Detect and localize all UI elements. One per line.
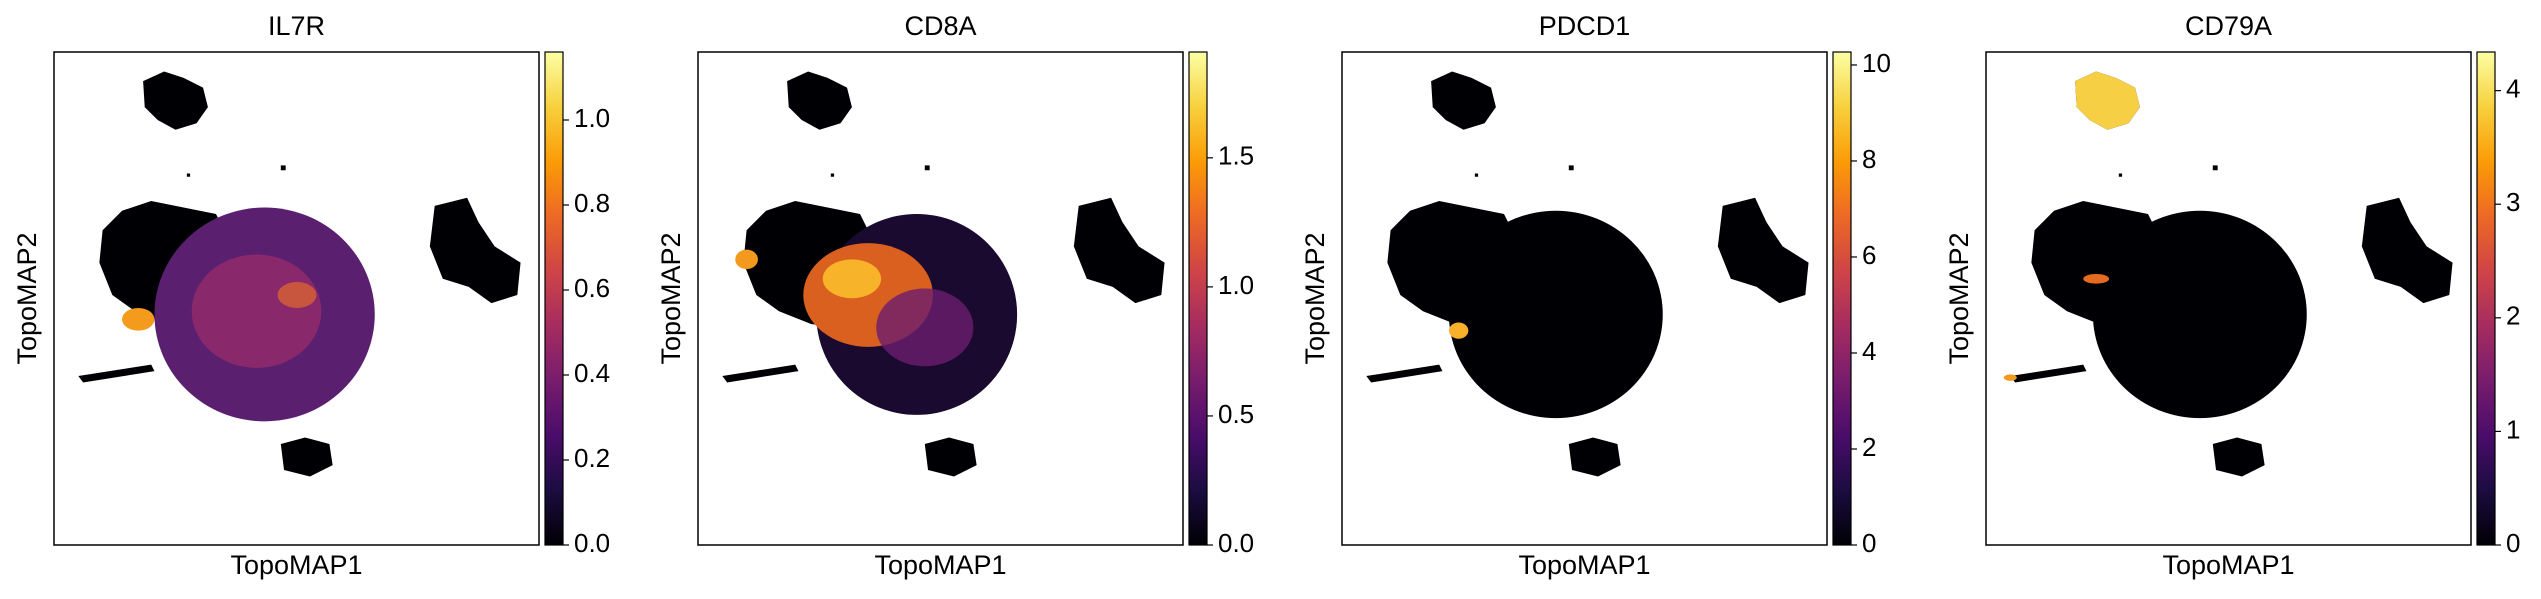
cell-cluster [1568, 437, 1621, 477]
colorbar-tick-label: 8 [1862, 144, 1876, 174]
colorbar-tick-label: 0.0 [574, 528, 610, 558]
expression-region [822, 259, 882, 299]
cell-cluster [1073, 197, 1165, 304]
colorbar [544, 51, 564, 546]
y-axis-label: TopoMAP2 [1300, 232, 1330, 364]
colorbar-tick-label: 6 [1862, 240, 1876, 270]
panel-title: PDCD1 [1539, 11, 1631, 41]
colorbar-tick-label: 0 [1862, 528, 1876, 558]
panel-title: CD8A [904, 11, 976, 41]
cell-cluster [1568, 165, 1574, 171]
cell-cluster [924, 437, 977, 477]
expression-region [277, 282, 317, 308]
cell-cluster [280, 437, 333, 477]
colorbar-tick-label: 1.5 [1218, 141, 1254, 171]
x-axis-label: TopoMAP1 [1518, 550, 1650, 580]
colorbar-tick-label: 1.0 [574, 103, 610, 133]
embedding [1366, 71, 1809, 477]
colorbar-tick-label: 0.2 [574, 443, 610, 473]
embedding [2003, 71, 2453, 477]
colorbar [2476, 51, 2496, 546]
x-axis-label: TopoMAP1 [874, 550, 1006, 580]
colorbar-tick-label: 0.6 [574, 273, 610, 303]
colorbar-tick-label: 0.4 [574, 358, 610, 388]
x-axis-label: TopoMAP1 [2162, 550, 2294, 580]
cell-cluster [830, 173, 835, 177]
expression-region [876, 288, 974, 367]
expression-region [1448, 210, 1663, 419]
cell-cluster [1431, 71, 1496, 130]
colorbar-tick-label: 10 [1862, 48, 1891, 78]
cell-cluster [2361, 197, 2453, 304]
y-axis-label: TopoMAP2 [12, 232, 42, 364]
plot-frame [697, 51, 1184, 546]
cell-cluster [722, 364, 799, 383]
colorbar-tick-label: 1.0 [1218, 270, 1254, 300]
cell-cluster [1366, 364, 1443, 383]
colorbar [1188, 51, 1208, 546]
panel: PDCD1 TopoMAP1 TopoMAP2 0 2 4 6 8 10 [1300, 11, 1891, 580]
colorbar-tick-label: 3 [2506, 187, 2520, 217]
panel: IL7R TopoMAP1 TopoMAP2 0.0 0.2 0.4 0.6 0.8 1.0 [12, 11, 610, 580]
expression-region [2075, 71, 2140, 130]
expression-region [2083, 273, 2110, 284]
cell-cluster [2118, 173, 2123, 177]
colorbar-tick-label: 4 [1862, 336, 1876, 366]
cell-cluster [143, 71, 208, 130]
cell-cluster [2010, 364, 2087, 383]
panel-title: IL7R [268, 11, 325, 41]
cell-cluster [280, 165, 286, 171]
expression-region [1448, 322, 1469, 339]
cell-cluster [1717, 197, 1809, 304]
cell-cluster [429, 197, 521, 304]
colorbar [1832, 51, 1852, 546]
panel: CD79A TopoMAP1 TopoMAP2 0 1 2 3 4 [1944, 11, 2520, 580]
expression-region [122, 307, 155, 331]
cell-cluster [186, 173, 191, 177]
cell-cluster [2212, 437, 2265, 477]
x-axis-label: TopoMAP1 [230, 550, 362, 580]
plot-frame [1341, 51, 1828, 546]
colorbar-tick-label: 2 [1862, 432, 1876, 462]
colorbar-tick-label: 0 [2506, 528, 2520, 558]
expression-region [735, 249, 758, 270]
embedding [78, 71, 521, 477]
expression-region [2092, 210, 2307, 419]
panel: CD8A TopoMAP1 TopoMAP2 0.0 0.5 1.0 1.5 [656, 11, 1254, 580]
plot-frame [1985, 51, 2472, 546]
embedding [722, 71, 1165, 477]
cell-cluster [924, 165, 930, 171]
colorbar-tick-label: 4 [2506, 73, 2520, 103]
panel-title: CD79A [2185, 11, 2272, 41]
cell-cluster [2212, 165, 2218, 171]
colorbar-tick-label: 0.8 [574, 188, 610, 218]
colorbar-tick-label: 0.5 [1218, 399, 1254, 429]
cell-cluster [78, 364, 155, 383]
y-axis-label: TopoMAP2 [656, 232, 686, 364]
plot-frame [53, 51, 540, 546]
colorbar-tick-label: 2 [2506, 301, 2520, 331]
cell-cluster [1474, 173, 1479, 177]
colorbar-tick-label: 0.0 [1218, 528, 1254, 558]
expression-region [191, 254, 322, 368]
cell-cluster [787, 71, 852, 130]
colorbar-tick-label: 1 [2506, 414, 2520, 444]
expression-region [2003, 374, 2017, 381]
y-axis-label: TopoMAP2 [1944, 232, 1974, 364]
